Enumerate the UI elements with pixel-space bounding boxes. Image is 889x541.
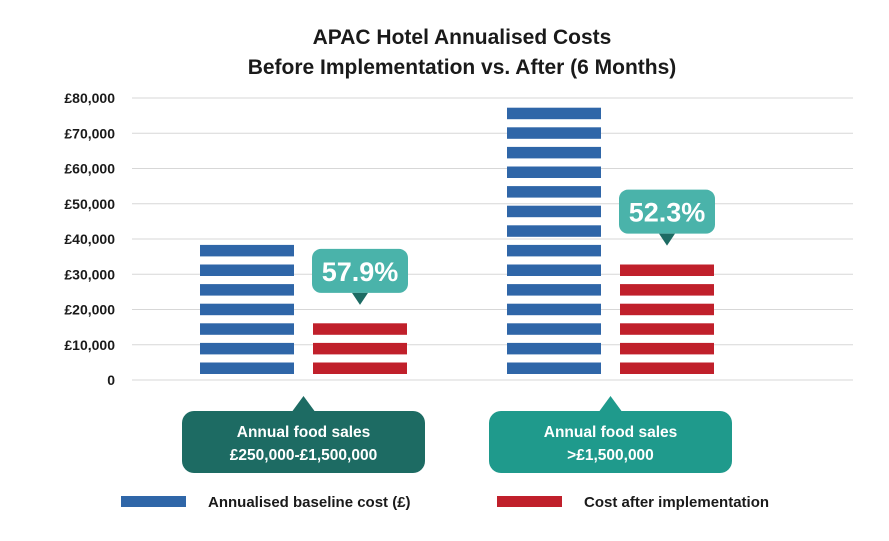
bar-stripe xyxy=(507,225,601,237)
y-tick-label: £70,000 xyxy=(64,125,115,141)
bar-stripe xyxy=(620,264,714,276)
bar-stripe xyxy=(200,342,294,355)
category-line1: Annual food sales xyxy=(544,424,678,441)
y-tick-label: £30,000 xyxy=(64,266,115,282)
legend-item-baseline: Annualised baseline cost (£) xyxy=(121,494,411,511)
category-label-2: Annual food sales >£1,500,000 xyxy=(489,396,732,473)
bar-stripe xyxy=(507,127,601,139)
callout-pointer xyxy=(352,292,368,305)
legend-item-after: Cost after implementation xyxy=(497,494,769,511)
bar-stripe xyxy=(200,323,294,335)
bar-stripe xyxy=(507,186,601,198)
bar-stripe xyxy=(620,362,714,374)
bar-stripe xyxy=(200,264,294,276)
bar-stripe xyxy=(507,146,601,159)
category-line2: >£1,500,000 xyxy=(567,447,654,464)
bar-stripe xyxy=(620,323,714,335)
bar-stripe xyxy=(507,323,601,335)
bar-after-2 xyxy=(620,264,714,374)
category-box xyxy=(182,411,425,473)
category-label-1: Annual food sales £250,000-£1,500,000 xyxy=(182,396,425,473)
callout-value: 52.3% xyxy=(629,198,706,228)
category-pointer xyxy=(292,396,315,411)
y-tick-label: £80,000 xyxy=(64,90,115,106)
bar-stripe xyxy=(313,362,407,374)
bar-stripe xyxy=(507,205,601,218)
callout-value: 57.9% xyxy=(322,257,399,287)
bar-baseline-2 xyxy=(507,107,601,374)
y-tick-label: 0 xyxy=(107,372,115,388)
bar-stripe xyxy=(507,284,601,296)
callout-pointer xyxy=(659,233,675,246)
bar-stripe xyxy=(507,244,601,257)
y-tick-label: £20,000 xyxy=(64,302,115,318)
y-tick-label: £40,000 xyxy=(64,231,115,247)
bar-stripe xyxy=(313,342,407,355)
legend-label: Cost after implementation xyxy=(584,494,769,511)
chart-subtitle: Before Implementation vs. After (6 Month… xyxy=(248,56,677,79)
chart-title: APAC Hotel Annualised Costs xyxy=(313,26,612,49)
legend-layer: Annualised baseline cost (£) Cost after i… xyxy=(121,494,769,511)
bar-layer xyxy=(200,107,714,374)
bar-stripe xyxy=(507,342,601,355)
bar-stripe xyxy=(620,284,714,296)
callout-box xyxy=(312,248,408,293)
bar-stripe xyxy=(200,362,294,374)
y-tick-label: £60,000 xyxy=(64,161,115,177)
bar-stripe xyxy=(507,107,601,120)
percent-callout-1: 57.9% xyxy=(312,248,408,305)
category-pointer xyxy=(599,396,622,411)
legend-swatch xyxy=(121,496,186,507)
bar-stripe xyxy=(507,362,601,374)
category-line2: £250,000-£1,500,000 xyxy=(230,447,377,464)
category-box xyxy=(489,411,732,473)
bar-stripe xyxy=(200,303,294,316)
bar-after-1 xyxy=(313,323,407,374)
bar-stripe xyxy=(200,284,294,296)
legend-label: Annualised baseline cost (£) xyxy=(208,494,411,511)
percent-callout-2: 52.3% xyxy=(619,189,715,246)
y-tick-label: £50,000 xyxy=(64,196,115,212)
bar-stripe xyxy=(200,244,294,257)
bar-stripe xyxy=(313,323,407,335)
bar-stripe xyxy=(507,264,601,276)
bar-stripe xyxy=(507,303,601,316)
legend-swatch xyxy=(497,496,562,507)
bar-stripe xyxy=(620,342,714,355)
bar-stripe xyxy=(620,303,714,316)
callout-box xyxy=(619,189,715,234)
bar-stripe xyxy=(507,166,601,178)
bar-baseline-1 xyxy=(200,244,294,374)
category-layer: Annual food sales£250,000-£1,500,000Annu… xyxy=(182,396,732,473)
callout-layer: 57.9% 52.3% xyxy=(312,189,715,305)
grid-layer: £80,000 £70,000 £60,000 £50,000 £40,000 £30,0… xyxy=(64,90,853,388)
y-tick-label: £10,000 xyxy=(64,337,115,353)
category-line1: Annual food sales xyxy=(237,424,371,441)
